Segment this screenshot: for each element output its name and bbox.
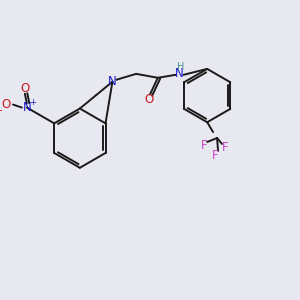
Text: H: H bbox=[177, 62, 184, 72]
Text: O: O bbox=[20, 82, 29, 95]
Text: F: F bbox=[212, 149, 218, 162]
Text: N: N bbox=[108, 75, 117, 88]
Text: N: N bbox=[175, 67, 184, 80]
Text: F: F bbox=[201, 140, 208, 152]
Text: +: + bbox=[29, 98, 36, 107]
Text: F: F bbox=[222, 141, 228, 154]
Text: O: O bbox=[2, 98, 11, 111]
Text: -: - bbox=[0, 106, 2, 116]
Text: N: N bbox=[22, 101, 31, 114]
Text: O: O bbox=[144, 93, 154, 106]
